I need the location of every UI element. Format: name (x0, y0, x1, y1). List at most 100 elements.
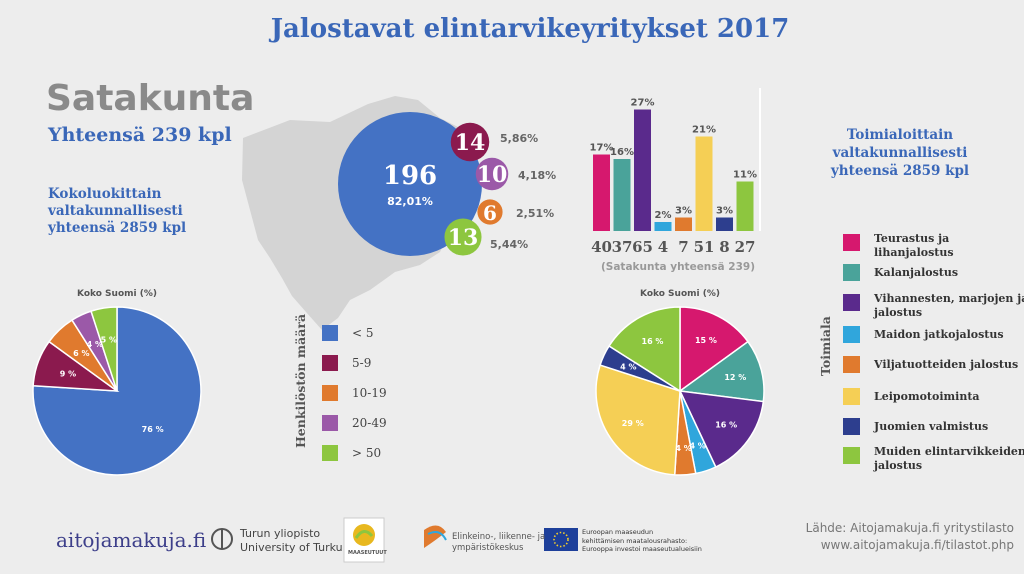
region-name: Satakunta (46, 78, 255, 119)
bar-6 (716, 217, 733, 231)
ely-logo-text: Elinkeino-, liikenne- ja ympäristökeskus (452, 532, 545, 554)
bar-axis-label: (Satakunta yhteensä 239) (601, 261, 755, 273)
bubble-0 (338, 112, 482, 256)
bubble-percent-0: 82,01% (387, 195, 433, 208)
bar-tick-label-5: 51 (694, 238, 715, 256)
bar-value-label-5: 21% (692, 125, 716, 136)
pie2-group-slice-0 (679, 306, 750, 393)
bar-tick-label-3: 4 (658, 238, 668, 256)
bar-value-label-4: 3% (675, 206, 692, 217)
bubble-value-4: 13 (448, 225, 479, 251)
pie1-group-label-0: 76 % (142, 425, 164, 434)
pie2-group-label-3: 4 % (689, 441, 705, 450)
bar-value-label-0: 17% (590, 143, 614, 154)
eu-line-3: Eurooppa investoi maaseutualueisiin (582, 545, 702, 553)
bar-2 (634, 109, 651, 231)
bar-value-label-3: 2% (655, 210, 672, 221)
size-legend: < 5 5-9 10-19 20-49 > 50 (322, 325, 387, 461)
industry-legend-swatch-6 (843, 418, 860, 435)
source-note: Lähde: Aitojamakuja.fi yritystilasto www… (792, 520, 1014, 554)
pie1-group-label-4: 5 % (101, 336, 117, 345)
bubble-2 (477, 199, 503, 225)
bar-value-label-7: 11% (733, 170, 757, 181)
bubble-value-0: 196 (383, 161, 437, 191)
size-pie-chart: 76 % 9 % 6 %4 %5 % (32, 306, 202, 476)
industry-pie-title: Koko Suomi (%) (640, 289, 720, 299)
footer-site-link[interactable]: aitojamakuja.fi (56, 528, 207, 552)
industry-legend-label-6: Juomien valmistus (873, 420, 988, 433)
industry-legend-label-2: Vihannesten, marjojen ja hedelmienjalost… (873, 292, 1024, 319)
bubble-4 (444, 218, 482, 256)
industry-legend-swatch-3 (843, 326, 860, 343)
eu-logo-text: Euroopan maaseudun kehittämisen maatalou… (582, 528, 702, 554)
maaseutu-logo (343, 517, 385, 563)
utu-logo (211, 528, 233, 550)
size-legend-swatch-3 (322, 415, 338, 431)
bubble-value-3: 10 (477, 162, 508, 188)
pie2-group-slice-2 (678, 390, 765, 469)
industry-bar-chart: 17% 40 16% 37 27% 65 2% 4 3% 7 21% 51 3% 8 11% 27 (590, 88, 761, 256)
pie2-group-slice-5 (595, 364, 681, 476)
pie2-group-label-6: 4 % (620, 363, 636, 372)
industry-note: Toimialoittain valtakunnallisesti yhteen… (830, 127, 970, 179)
size-class-note: Kokoluokittain valtakunnallisesti yhteen… (48, 186, 187, 236)
size-legend-label-2: 10-19 (352, 386, 387, 400)
bubble-percent-1: 5,86% (500, 132, 538, 145)
pie2-group-label-0: 15 % (695, 336, 717, 345)
bar-4 (675, 217, 692, 231)
pie1-group-slice-0 (32, 306, 202, 476)
industry-legend-swatch-0 (843, 234, 860, 251)
industry-legend-label-4: Viljatuotteiden jalostus (873, 358, 1018, 371)
ely-line-1: Elinkeino-, liikenne- ja (452, 532, 546, 542)
utu-logo-text: Turun yliopisto University of Turku (240, 527, 343, 555)
bar-0 (593, 154, 610, 231)
bubble-value-1: 14 (455, 130, 486, 156)
size-legend-swatch-2 (322, 385, 338, 401)
maaseutu-logo-text: MAASEUTUUT (348, 550, 387, 556)
industry-legend-label-3: Maidon jatkojalostus (874, 328, 1004, 341)
pie2-group-label-2: 16 % (715, 421, 737, 430)
industry-legend-swatch-5 (843, 388, 860, 405)
bubble-percent-4: 5,44% (490, 238, 528, 251)
bar-value-label-6: 3% (716, 206, 733, 217)
bar-tick-label-4: 7 (678, 238, 688, 256)
size-legend-label-4: > 50 (352, 446, 381, 460)
industry-legend-label-7: Muiden elintarvikkeiden jalostus (873, 445, 1024, 472)
industry-legend-swatch-1 (843, 264, 860, 281)
utu-name-en: University of Turku (240, 541, 343, 554)
size-legend-label-3: 20-49 (352, 416, 387, 430)
size-legend-label-1: 5-9 (352, 356, 371, 370)
bubble-percent-2: 2,51% (516, 207, 554, 220)
bar-1 (613, 159, 631, 231)
source-line-1: Lähde: Aitojamakuja.fi yritystilasto (805, 521, 1014, 535)
industry-legend-label-1: Kalanjalostus (874, 266, 958, 279)
region-total: Yhteensä 239 kpl (48, 124, 232, 146)
pie2-group-label-1: 12 % (724, 373, 746, 382)
page-title: Jalostavat elintarvikeyritykset 2017 (270, 14, 790, 44)
source-line-2[interactable]: www.aitojamakuja.fi/tilastot.php (820, 538, 1014, 552)
bar-value-label-2: 27% (631, 98, 655, 109)
eu-line-1: Euroopan maaseudun (582, 528, 654, 536)
bar-tick-label-0: 40 (591, 238, 612, 256)
pie1-group-label-2: 6 % (73, 349, 89, 358)
industry-legend-title: Toimiala (818, 316, 833, 376)
size-pie-title: Koko Suomi (%) (77, 289, 157, 299)
size-legend-swatch-0 (322, 325, 338, 341)
pie2-group-label-7: 16 % (642, 337, 664, 346)
bar-value-label-1: 16% (610, 147, 634, 158)
bubble-3 (475, 157, 509, 191)
industry-legend-swatch-4 (843, 356, 860, 373)
bar-tick-label-1: 37 (612, 238, 633, 256)
industry-pie-chart: 15 %12 %16 %4 %4 %29 %4 %16 % (595, 306, 765, 476)
pie2-group-label-5: 29 % (622, 419, 644, 428)
ely-logo (424, 525, 447, 548)
pie2-group-slice-7 (608, 306, 681, 393)
utu-name-fi: Turun yliopisto (240, 527, 321, 540)
industry-legend: Teurastus ja lihanjalostus Kalanjalostus Vi… (843, 232, 1024, 472)
bar-7 (736, 181, 754, 231)
bar-tick-label-6: 8 (719, 238, 729, 256)
pie1-group-label-1: 9 % (60, 369, 76, 378)
bar-tick-label-7: 27 (735, 238, 756, 256)
size-legend-swatch-1 (322, 355, 338, 371)
